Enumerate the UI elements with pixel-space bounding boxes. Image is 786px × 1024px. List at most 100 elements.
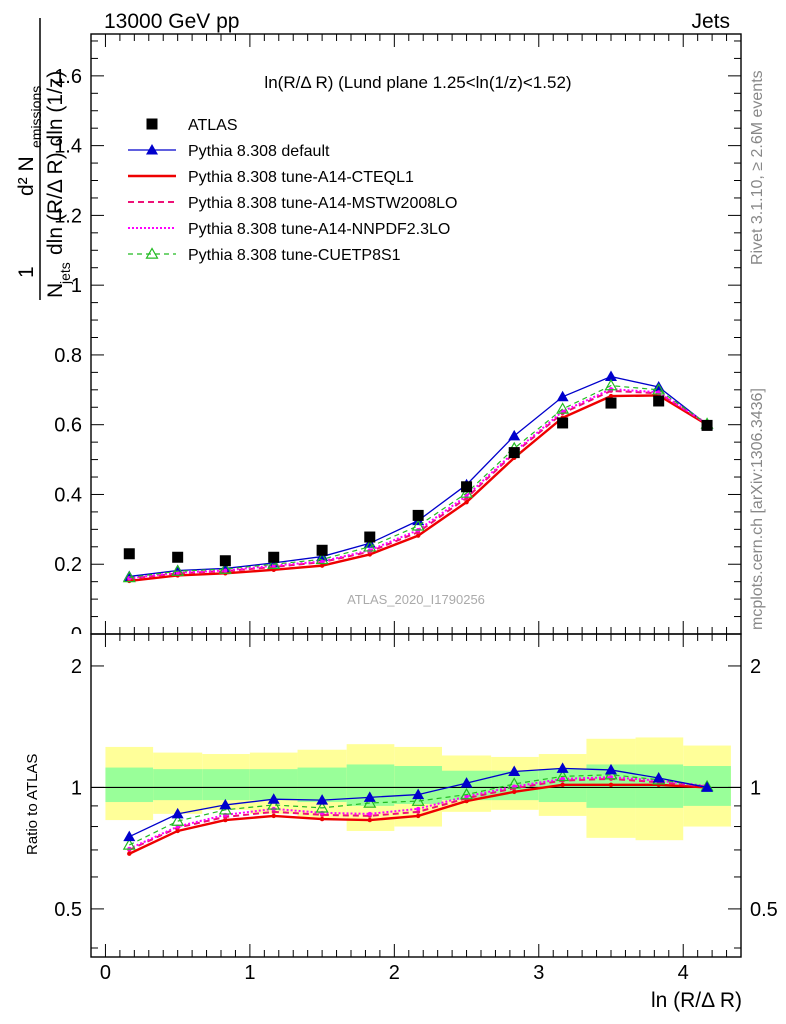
series-line [129, 385, 708, 579]
data-point-open-triangle [363, 540, 377, 552]
process-label: Jets [691, 10, 730, 33]
data-point-open-triangle [556, 402, 570, 414]
series-pythia-8-308-tune-a14-nnpdf2-3lo [127, 387, 710, 581]
data-point-triangle [460, 777, 473, 788]
data-point-triangle [171, 807, 184, 819]
data-point-dot [367, 552, 372, 557]
series-line [129, 389, 708, 580]
data-point-triangle [605, 370, 617, 382]
legend-entry: Pythia 8.308 tune-CUETP8S1 [128, 247, 401, 264]
series-pythia-8-308-tune-cuetp8s1 [122, 378, 714, 583]
data-point-open-triangle [122, 570, 136, 583]
data-point-dot [223, 817, 228, 823]
legend-label: Pythia 8.308 tune-CUETP8S1 [188, 247, 401, 264]
legend: ATLAS Pythia 8.308 default Pythia 8.308 tu… [128, 117, 457, 264]
data-point-open-triangle [507, 777, 521, 789]
y-title-num-sub: emissions [28, 86, 44, 148]
data-point-dot [464, 794, 469, 799]
data-point-triangle [267, 793, 280, 804]
uncertainty-band-inner [153, 769, 203, 801]
legend-label: Pythia 8.308 tune-A14-MSTW2008LO [188, 195, 457, 212]
data-point-open-triangle [145, 247, 159, 259]
ratio-plot-panel: 0.5 0.5 1 1 2 2 0 1 2 3 4 [54, 633, 778, 984]
series-pythia-8-308-tune-a14-cteql1 [127, 393, 710, 584]
data-point-triangle [508, 765, 521, 777]
x-tick-label: 3 [533, 962, 544, 984]
watermark: ATLAS_2020_I1790256 [347, 592, 485, 607]
data-point-dot [367, 817, 372, 823]
data-point-dot [367, 548, 372, 553]
data-point-dot [271, 813, 276, 819]
y-title-denominator: dln (R/Δ R) dln (1/z) [44, 71, 67, 255]
main-y-axis-title: 1 d² N emissions N jets dln (R/Δ R) dln … [15, 18, 73, 300]
data-point-square [508, 447, 520, 459]
data-point-dot [608, 393, 614, 399]
y-tick-label: 1 [71, 275, 82, 297]
data-point-open-triangle [411, 794, 425, 806]
data-point-dot [223, 568, 228, 573]
ratio-y-tick-label: 2 [71, 656, 82, 678]
data-point-triangle [123, 830, 136, 842]
y-title-njets-sub: jets [57, 262, 73, 285]
data-point-open-triangle [652, 383, 666, 395]
data-point-dot [415, 533, 421, 538]
legend-label: Pythia 8.308 tune-A14-NNPDF2.3LO [188, 221, 450, 238]
data-point-square [268, 551, 280, 563]
ratio-series-line [129, 774, 708, 846]
data-point-open-triangle [267, 798, 281, 810]
y-tick-label: 1.6 [54, 66, 82, 88]
data-point-dot [512, 789, 517, 795]
data-point-open-triangle [460, 486, 474, 498]
y-tick-label: 0.2 [54, 554, 82, 576]
ratio-y-tick-label: 0.5 [54, 899, 82, 921]
data-point-square [123, 548, 135, 560]
series-pythia-8-308-tune-a14-mstw2008lo [127, 388, 710, 581]
data-point-triangle [316, 794, 329, 805]
y-tick-label: 0.6 [54, 415, 82, 437]
data-point-dot [320, 559, 325, 564]
series-line [129, 375, 708, 578]
x-axis-title: ln (R/Δ R) [651, 989, 742, 1012]
data-point-dot [127, 851, 132, 856]
data-point-square [364, 531, 376, 543]
data-point-open-triangle [218, 562, 232, 574]
data-point-open-triangle [267, 557, 281, 569]
data-point-square [316, 544, 328, 556]
rivet-label: Rivet 3.1.10, ≥ 2.6M events [749, 70, 766, 265]
legend-entry: ATLAS [146, 117, 238, 134]
ratio-y-tick-label-right: 2 [750, 656, 761, 678]
ratio-y-tick-label-right: 1 [750, 777, 761, 799]
data-point-square [172, 551, 184, 563]
legend-entry: Pythia 8.308 tune-A14-NNPDF2.3LO [128, 221, 450, 238]
data-point-dot [319, 816, 325, 822]
y-tick-label: 1.4 [54, 136, 82, 158]
data-point-square [461, 481, 473, 493]
data-point-open-triangle [315, 552, 329, 565]
data-point-triangle [652, 772, 665, 783]
x-tick-label: 4 [678, 962, 689, 984]
data-point-square [653, 395, 665, 407]
data-point-triangle [556, 390, 569, 402]
data-point-triangle [146, 144, 158, 155]
data-point-dot [608, 782, 614, 788]
data-point-triangle [556, 762, 569, 773]
ratio-y-axis-title: Ratio to ATLAS [24, 754, 41, 855]
data-point-square [557, 417, 569, 429]
series-line [129, 388, 708, 580]
data-point-open-triangle [604, 378, 618, 391]
data-point-dot [464, 499, 469, 505]
y-title-num-d2: d² N [15, 156, 38, 196]
data-point-open-triangle [171, 814, 185, 826]
source-label: mcplots.cern.ch [arXiv:1306.3436] [749, 388, 766, 630]
data-point-triangle [605, 763, 617, 775]
data-point-dot [609, 387, 613, 392]
data-point-dot [319, 563, 325, 568]
uncertainty-band-inner [105, 767, 154, 803]
y-title-njets: N [44, 283, 67, 298]
data-point-triangle [701, 781, 714, 792]
data-point-dot [415, 813, 421, 819]
data-point-dot [464, 798, 469, 804]
legend-entry: Pythia 8.308 default [128, 143, 330, 160]
legend-entry: Pythia 8.308 tune-A14-CTEQL1 [128, 169, 414, 186]
ratio-y-tick-label-right: 0.5 [750, 899, 778, 921]
